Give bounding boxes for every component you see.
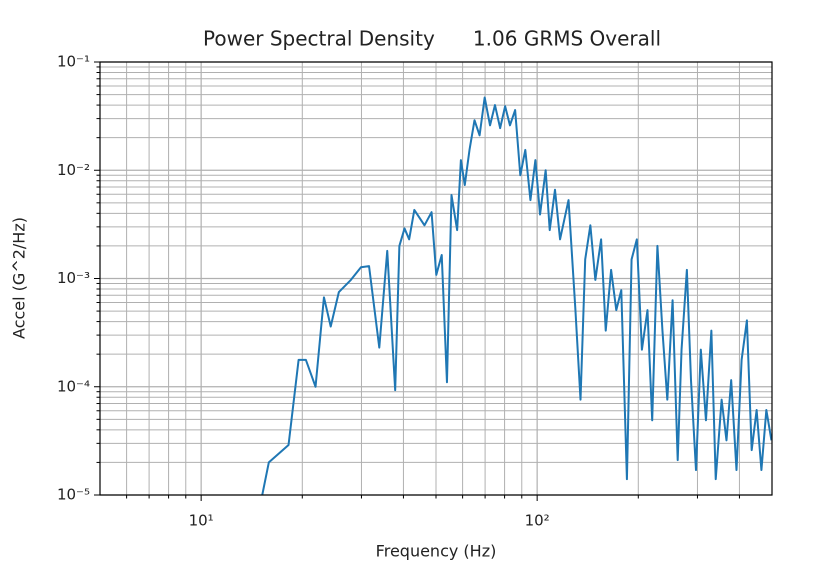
y-tick-label: 10⁻³ [57, 269, 90, 287]
chart-title: Power Spectral Density 1.06 GRMS Overall [203, 27, 661, 51]
ticks: 10¹ 10² 10⁻⁵ 10⁻⁴ 10⁻³ 10⁻² 10⁻¹ [57, 53, 740, 530]
y-tick-label: 10⁻⁴ [57, 377, 90, 395]
data-line [261, 96, 772, 495]
y-tick-label: 10⁻¹ [57, 53, 90, 71]
plot-area [261, 96, 772, 495]
x-tick-label: 10¹ [189, 512, 214, 530]
y-axis-label: Accel (G^2/Hz) [10, 217, 29, 339]
y-tick-label: 10⁻⁵ [57, 486, 90, 504]
y-tick-label: 10⁻² [57, 161, 90, 179]
x-tick-label: 10² [525, 512, 550, 530]
x-axis-label: Frequency (Hz) [376, 542, 497, 561]
